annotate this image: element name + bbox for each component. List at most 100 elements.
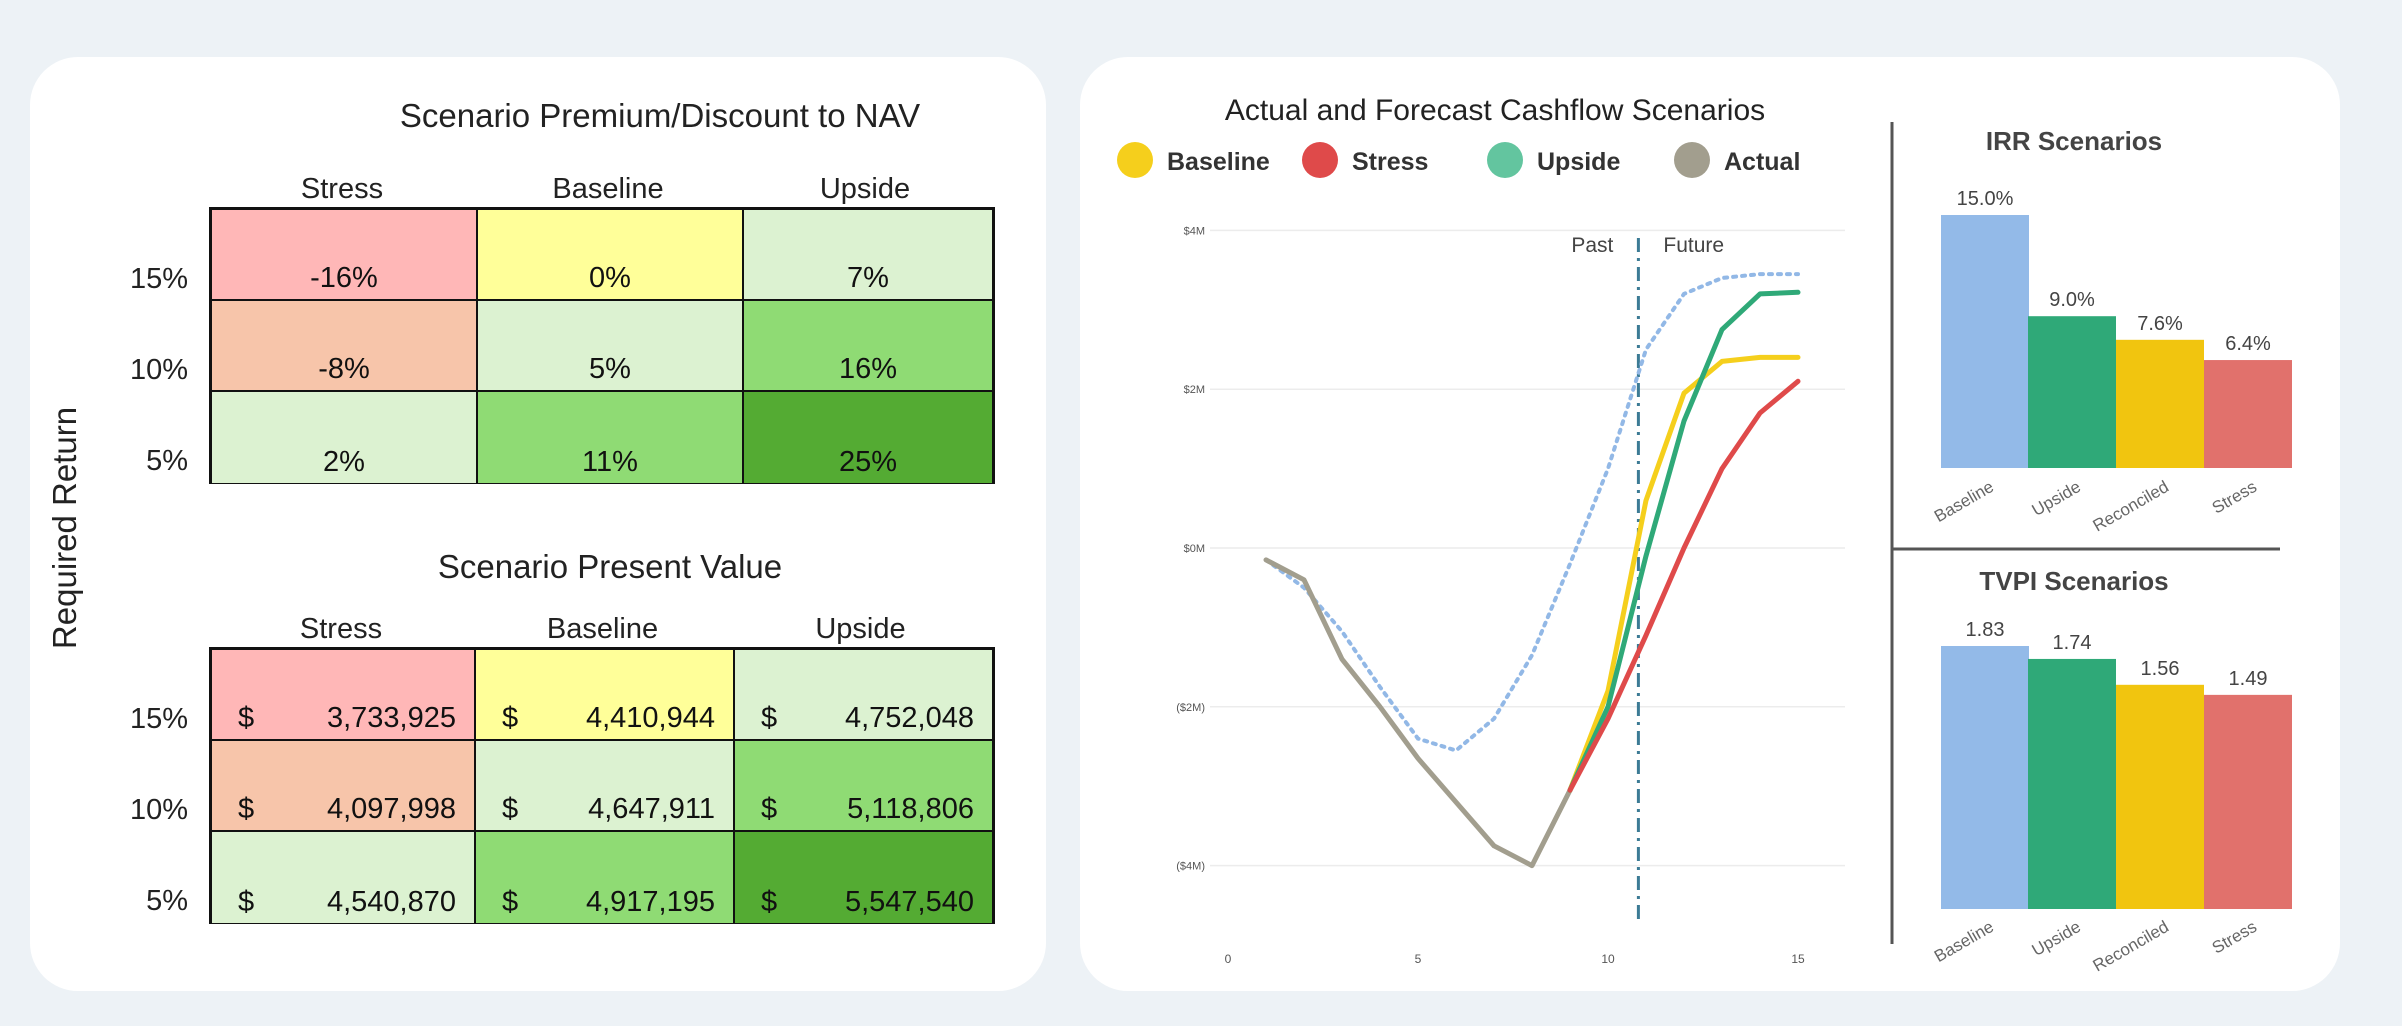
cell-value: -16% bbox=[310, 262, 378, 294]
currency-symbol: $ bbox=[761, 702, 778, 734]
legend-label: Stress bbox=[1352, 148, 1428, 176]
bar bbox=[2116, 339, 2204, 468]
table-cell: $4,917,195 bbox=[476, 832, 735, 923]
cell-value: 4,540,870 bbox=[326, 886, 456, 918]
bar bbox=[2204, 360, 2292, 468]
legend-label: Upside bbox=[1537, 148, 1620, 176]
currency-symbol: $ bbox=[761, 793, 778, 825]
table-cell: 5% bbox=[478, 301, 744, 392]
cashflow-chart-title: Actual and Forecast Cashflow Scenarios bbox=[1225, 94, 1765, 127]
currency-symbol: $ bbox=[502, 793, 519, 825]
column-header: Upside bbox=[815, 613, 906, 645]
table-cell: 25% bbox=[744, 392, 992, 483]
x-tick-label: 10 bbox=[1601, 952, 1615, 966]
series-line-upside bbox=[1567, 289, 1801, 793]
currency-symbol: $ bbox=[238, 793, 255, 825]
cell-value: 4,917,195 bbox=[585, 886, 715, 918]
bar bbox=[2028, 316, 2116, 468]
table-cell: $4,647,911 bbox=[476, 741, 735, 832]
y-tick-label: ($2M) bbox=[1176, 702, 1205, 714]
bar bbox=[1941, 646, 2029, 909]
currency-symbol: $ bbox=[761, 886, 778, 918]
column-header: Stress bbox=[300, 173, 384, 205]
bar-category-label: Reconciled bbox=[2090, 917, 2172, 976]
table-cell: 0% bbox=[478, 210, 744, 301]
table-cell: $4,097,998 bbox=[212, 741, 476, 832]
y-tick-label: $4M bbox=[1184, 225, 1205, 237]
past-annotation: Past bbox=[1571, 234, 1613, 257]
row-label: 5% bbox=[146, 885, 188, 917]
table-cell: 2% bbox=[212, 392, 478, 483]
cell-value: 4,647,911 bbox=[588, 793, 715, 825]
future-annotation: Future bbox=[1663, 234, 1724, 257]
bar-chart-title: IRR Scenarios bbox=[1986, 126, 2162, 156]
currency-symbol: $ bbox=[238, 702, 255, 734]
table-cell: -16% bbox=[212, 210, 478, 301]
cell-value: 3,733,925 bbox=[326, 702, 456, 734]
legend-marker bbox=[1117, 142, 1153, 178]
bar-category-label: Baseline bbox=[1931, 477, 1997, 526]
table-cell: 16% bbox=[744, 301, 992, 392]
cell-value: 16% bbox=[838, 353, 898, 385]
column-header: Baseline bbox=[546, 613, 659, 645]
legend-marker bbox=[1674, 142, 1710, 178]
table-cell: 7% bbox=[744, 210, 992, 301]
cell-value: -8% bbox=[318, 353, 370, 385]
cell-value: 7% bbox=[847, 262, 889, 294]
bar-category-label: Stress bbox=[2209, 477, 2260, 518]
row-label: 5% bbox=[146, 445, 188, 477]
legend-label: Baseline bbox=[1167, 148, 1270, 176]
bar-value-label: 9.0% bbox=[2049, 289, 2095, 311]
row-label: 10% bbox=[129, 354, 188, 386]
bar-category-label: Reconciled bbox=[2090, 477, 2172, 536]
bar-category-label: Stress bbox=[2209, 917, 2260, 958]
y-tick-label: $0M bbox=[1184, 543, 1205, 555]
x-tick-label: 5 bbox=[1415, 952, 1422, 966]
premium-matrix: -16% 0% 7% -8% 5% 16% 2% 11% 25% bbox=[209, 207, 995, 484]
table-cell: $5,118,806 bbox=[735, 741, 992, 832]
bar-value-label: 1.49 bbox=[2229, 668, 2268, 690]
row-label: 15% bbox=[129, 263, 188, 295]
bar-value-label: 15.0% bbox=[1957, 188, 2014, 210]
row-label: 15% bbox=[129, 703, 188, 735]
series-line-stress bbox=[1567, 378, 1801, 793]
column-header: Baseline bbox=[552, 173, 664, 205]
table-cell: $4,752,048 bbox=[735, 650, 992, 741]
currency-symbol: $ bbox=[238, 886, 255, 918]
cell-value: 2% bbox=[323, 446, 365, 478]
dotted-series-line bbox=[1264, 272, 1800, 753]
cell-value: 4,752,048 bbox=[844, 702, 974, 734]
legend-marker bbox=[1302, 142, 1338, 178]
series-line-baseline bbox=[1567, 354, 1801, 793]
x-tick-label: 15 bbox=[1791, 952, 1805, 966]
column-header: Stress bbox=[299, 613, 383, 645]
table-cell: $4,410,944 bbox=[476, 650, 735, 741]
x-tick-label: 0 bbox=[1225, 952, 1232, 966]
bar bbox=[2028, 658, 2116, 909]
table-cell: -8% bbox=[212, 301, 478, 392]
legend-label: Actual bbox=[1724, 148, 1800, 176]
series-line-actual bbox=[1263, 557, 1573, 869]
row-label: 10% bbox=[129, 794, 188, 826]
cell-value: 5% bbox=[589, 353, 631, 385]
pv-matrix: $3,733,925 $4,410,944 $4,752,048 $4,097,998… bbox=[209, 647, 995, 924]
legend-marker bbox=[1487, 142, 1523, 178]
pv-table-title: Scenario Present Value bbox=[437, 548, 783, 585]
bar-chart-title: TVPI Scenarios bbox=[1979, 566, 2168, 596]
y-tick-label: ($4M) bbox=[1176, 861, 1205, 873]
cell-value: 5,547,540 bbox=[844, 886, 974, 918]
bar-value-label: 1.74 bbox=[2053, 632, 2092, 654]
bar-category-label: Baseline bbox=[1931, 917, 1997, 966]
table-cell: $3,733,925 bbox=[212, 650, 476, 741]
cell-value: 11% bbox=[582, 446, 638, 478]
cell-value: 25% bbox=[838, 446, 898, 478]
bar-value-label: 7.6% bbox=[2137, 313, 2183, 335]
cell-value: 5,118,806 bbox=[847, 793, 974, 825]
currency-symbol: $ bbox=[502, 702, 519, 734]
cell-value: 4,410,944 bbox=[585, 702, 715, 734]
bar bbox=[2204, 694, 2292, 909]
column-header: Upside bbox=[819, 173, 911, 205]
cell-value: 0% bbox=[589, 262, 631, 294]
bar-category-label: Upside bbox=[2029, 917, 2084, 960]
